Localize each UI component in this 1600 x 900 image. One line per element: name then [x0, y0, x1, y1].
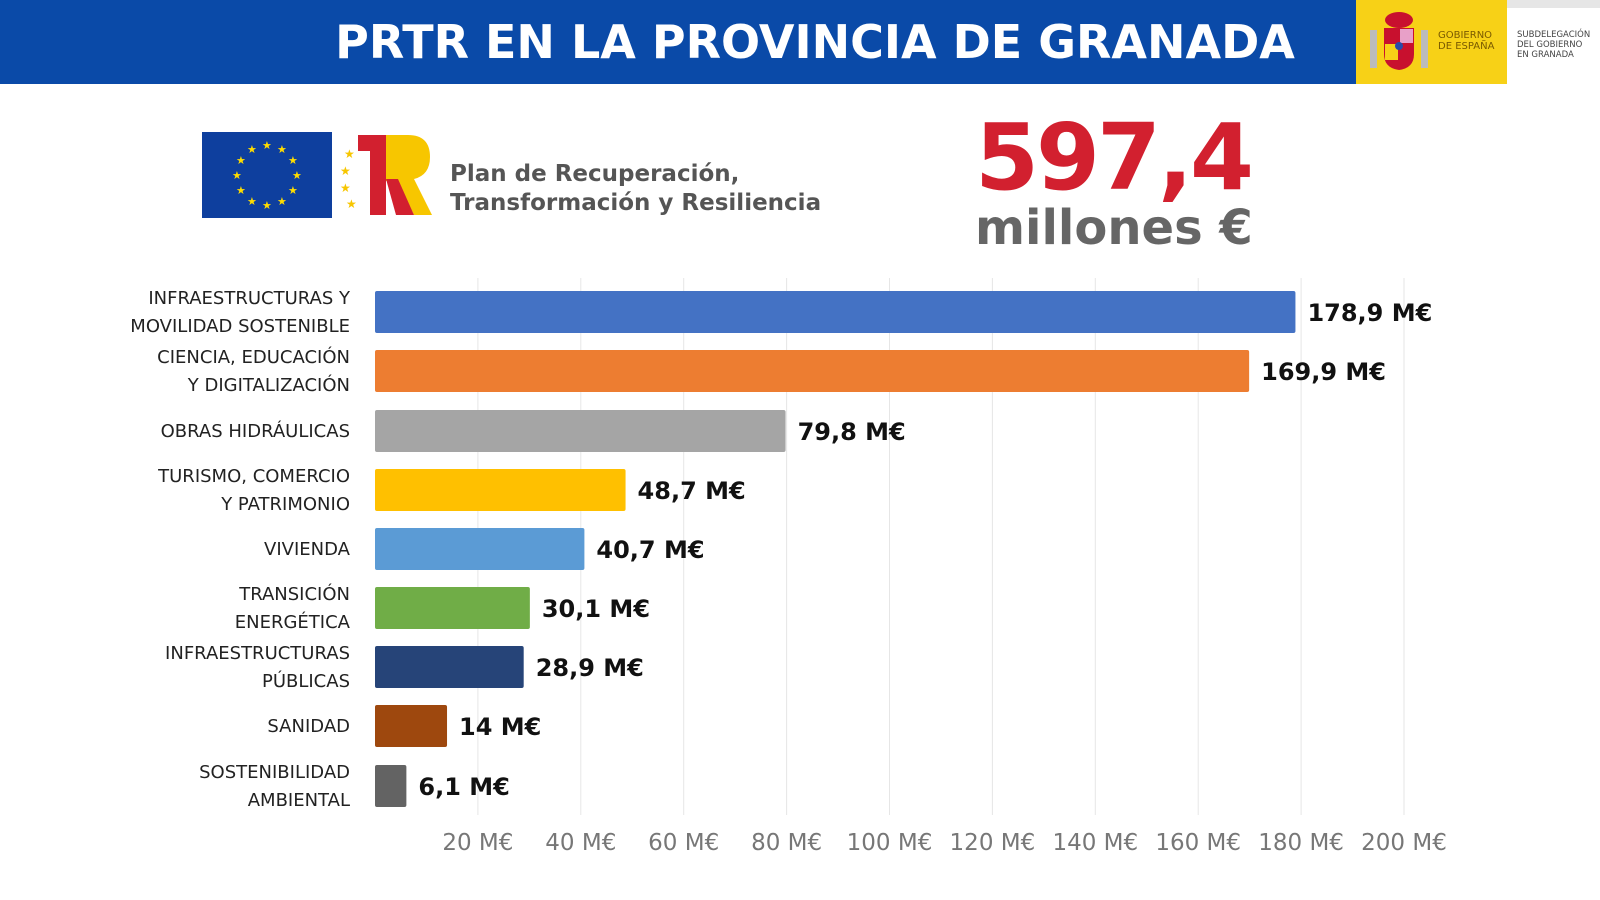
subdelegacion-line: DEL GOBIERNO [1517, 40, 1583, 50]
category-label: ENERGÉTICA [235, 611, 351, 633]
svg-text:★: ★ [292, 169, 302, 182]
category-label: INFRAESTRUCTURAS Y [148, 288, 351, 309]
svg-text:★: ★ [247, 195, 257, 208]
bar-chart: 20 M€ 40 M€ 60 M€ 80 M€ 100 M€ 120 M€ 140 M€ 16… [130, 278, 1447, 856]
category-label: VIVIENDA [264, 539, 351, 560]
category-label: INFRAESTRUCTURAS [165, 643, 350, 664]
x-tick-label: 140 M€ [1052, 830, 1138, 856]
svg-text:★: ★ [288, 184, 298, 197]
data-label: 40,7 M€ [596, 536, 704, 564]
bar [375, 350, 1250, 392]
category-label: Y DIGITALIZACIÓN [187, 374, 350, 396]
gobierno-de-espana-logo: GOBIERNO DE ESPAÑA [1356, 0, 1507, 84]
category-label: Y PATRIMONIO [220, 494, 350, 515]
eu-flag-icon: ★ ★ ★ ★ ★ ★ ★ ★ ★ ★ ★ ★ [202, 132, 332, 218]
svg-text:★: ★ [346, 197, 357, 211]
plan-title: Plan de Recuperación, Transformación y R… [450, 160, 821, 218]
x-tick-label: 60 M€ [648, 830, 719, 856]
x-tick-label: 20 M€ [442, 830, 513, 856]
gobierno-line: GOBIERNO [1438, 30, 1493, 41]
category-label: SANIDAD [267, 716, 350, 737]
svg-text:★: ★ [277, 195, 287, 208]
gobierno-line: DE ESPAÑA [1438, 41, 1495, 52]
bar [375, 291, 1296, 333]
page-title: PRTR EN LA PROVINCIA DE GRANADA [335, 15, 1295, 69]
coat-of-arms-icon [1370, 12, 1428, 70]
bar [375, 765, 407, 807]
data-label: 6,1 M€ [418, 773, 509, 801]
total-unit: millones € [975, 200, 1253, 256]
category-label: PÚBLICAS [262, 670, 350, 692]
svg-text:★: ★ [277, 143, 287, 156]
svg-text:★: ★ [247, 143, 257, 156]
gobierno-label: GOBIERNO DE ESPAÑA [1438, 30, 1494, 52]
svg-text:★: ★ [236, 154, 246, 167]
data-label: 14 M€ [459, 713, 541, 741]
plan-line-2: Transformación y Resiliencia [450, 190, 822, 216]
category-label: CIENCIA, EDUCACIÓN [157, 346, 350, 368]
category-label: MOVILIDAD SOSTENIBLE [130, 316, 350, 337]
bar [375, 410, 786, 452]
header-bar [0, 0, 1356, 84]
x-tick-label: 160 M€ [1155, 830, 1241, 856]
total-amount: 597,4 [975, 104, 1254, 211]
subdelegacion-line: EN GRANADA [1517, 50, 1574, 60]
category-label: TRANSICIÓN [238, 583, 350, 605]
data-label: 178,9 M€ [1307, 299, 1432, 327]
bar [375, 705, 448, 747]
data-label: 28,9 M€ [536, 654, 644, 682]
bar [375, 646, 524, 688]
category-label: SOSTENIBILIDAD [199, 762, 350, 783]
plan-line-1: Plan de Recuperación, [450, 161, 740, 187]
x-tick-label: 80 M€ [751, 830, 822, 856]
svg-text:★: ★ [340, 181, 351, 195]
subdelegacion-line: SUBDELEGACIÓN [1517, 30, 1591, 40]
data-label: 79,8 M€ [798, 418, 906, 446]
bar [375, 469, 626, 511]
svg-text:★: ★ [232, 169, 242, 182]
x-tick-label: 40 M€ [545, 830, 616, 856]
svg-text:★: ★ [236, 184, 246, 197]
x-tick-label: 200 M€ [1361, 830, 1447, 856]
x-tick-label: 120 M€ [950, 830, 1036, 856]
subdelegacion-logo: SUBDELEGACIÓN DEL GOBIERNO EN GRANADA [1507, 0, 1600, 84]
data-label: 30,1 M€ [542, 595, 650, 623]
category-label: AMBIENTAL [248, 790, 350, 811]
category-label: OBRAS HIDRÁULICAS [161, 420, 350, 442]
x-tick-label: 180 M€ [1258, 830, 1344, 856]
svg-text:★: ★ [344, 147, 355, 161]
svg-text:★: ★ [340, 164, 351, 178]
x-tick-label: 100 M€ [847, 830, 933, 856]
svg-text:★: ★ [262, 139, 272, 152]
prtr-logo-icon: ★ ★ ★ ★ [340, 135, 432, 215]
data-label: 48,7 M€ [638, 477, 746, 505]
svg-text:★: ★ [262, 199, 272, 212]
category-label: TURISMO, COMERCIO [157, 466, 350, 487]
bar [375, 528, 585, 570]
svg-text:★: ★ [288, 154, 298, 167]
data-label: 169,9 M€ [1261, 358, 1386, 386]
bar [375, 587, 530, 629]
